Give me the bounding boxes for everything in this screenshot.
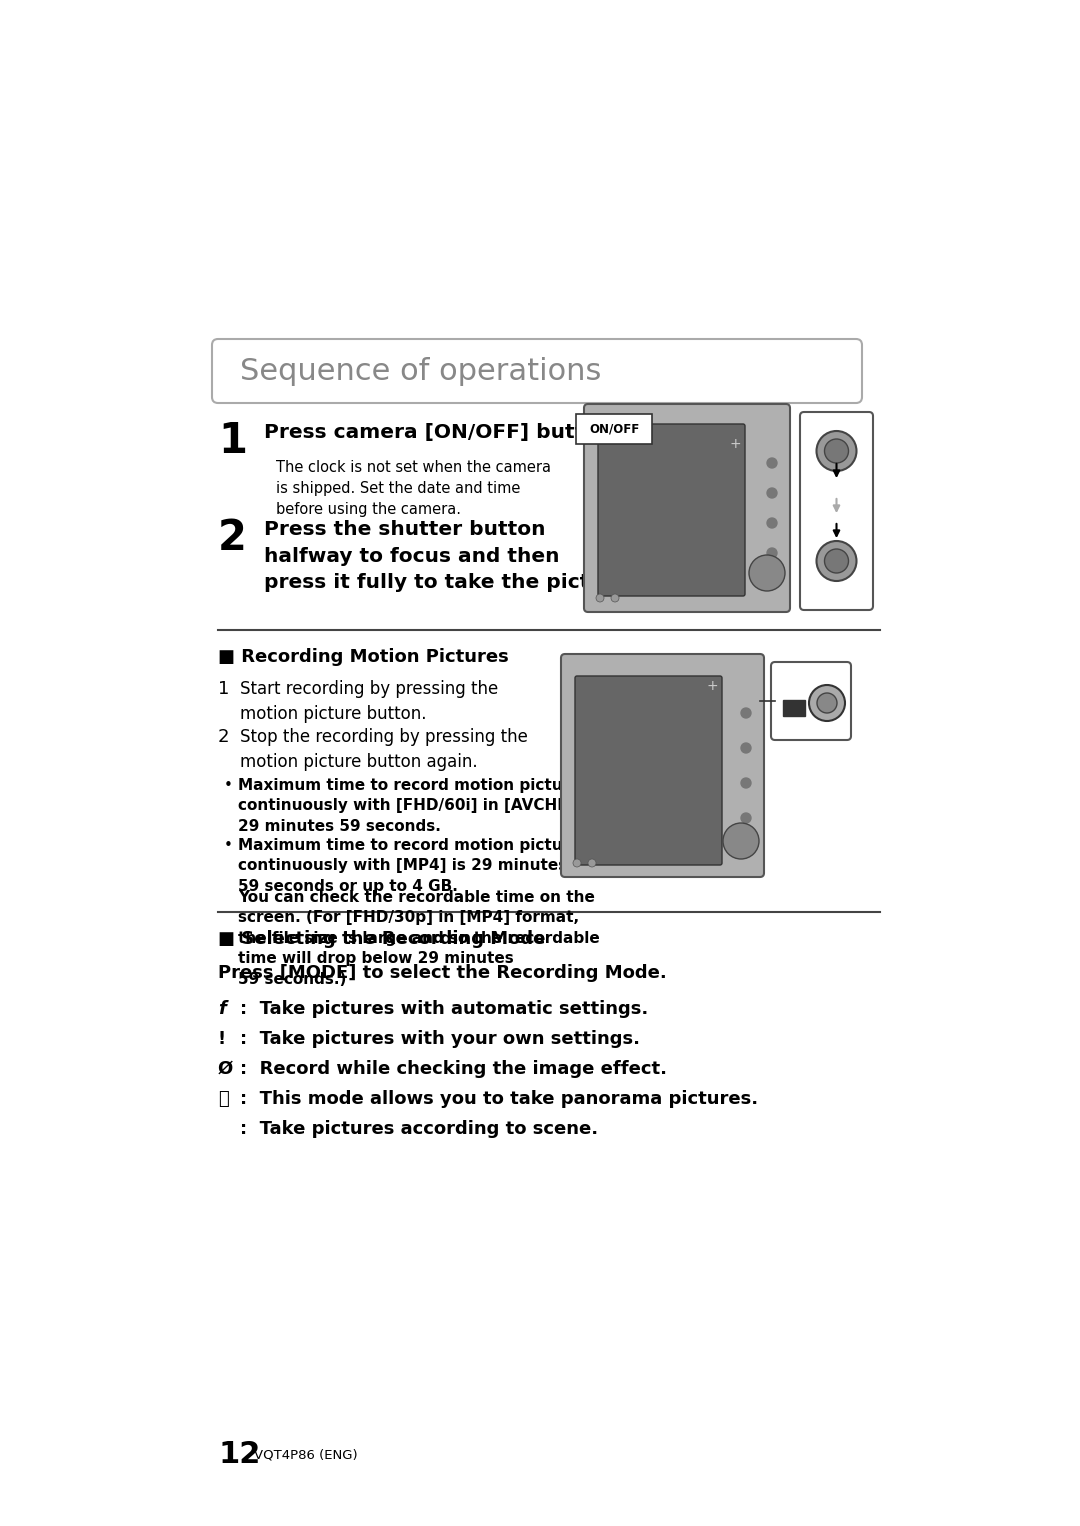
Text: 12: 12	[218, 1441, 260, 1470]
Text: f: f	[218, 1000, 226, 1018]
Circle shape	[611, 594, 619, 601]
Circle shape	[809, 685, 845, 720]
FancyBboxPatch shape	[771, 662, 851, 740]
FancyBboxPatch shape	[584, 404, 789, 612]
Circle shape	[816, 430, 856, 472]
Text: Maximum time to record motion pictures
continuously with [MP4] is 29 minutes
59 : Maximum time to record motion pictures c…	[238, 838, 590, 894]
Text: Sequence of operations: Sequence of operations	[240, 357, 602, 386]
Circle shape	[573, 859, 581, 867]
Bar	[783, 700, 805, 716]
Circle shape	[824, 549, 849, 572]
Circle shape	[767, 488, 777, 497]
Text: :  Take pictures with automatic settings.: : Take pictures with automatic settings.	[240, 1000, 648, 1018]
Text: :  This mode allows you to take panorama pictures.: : This mode allows you to take panorama …	[240, 1090, 758, 1108]
Text: 2: 2	[218, 728, 229, 746]
Text: Ø: Ø	[218, 1061, 233, 1077]
Text: •: •	[224, 838, 233, 853]
Text: 1: 1	[218, 681, 229, 697]
Circle shape	[767, 517, 777, 528]
Text: 1: 1	[218, 420, 247, 462]
FancyBboxPatch shape	[212, 339, 862, 403]
Text: VQT4P86 (ENG): VQT4P86 (ENG)	[254, 1448, 357, 1460]
Text: ⌗: ⌗	[218, 1090, 229, 1108]
Circle shape	[750, 555, 785, 591]
Text: ■ Recording Motion Pictures: ■ Recording Motion Pictures	[218, 649, 509, 665]
FancyBboxPatch shape	[575, 676, 723, 865]
Circle shape	[723, 823, 759, 859]
Text: Maximum time to record motion pictures
continuously with [FHD/60i] in [AVCHD]
29: Maximum time to record motion pictures c…	[238, 778, 590, 833]
FancyBboxPatch shape	[800, 412, 873, 610]
Circle shape	[741, 813, 751, 823]
Text: •: •	[224, 778, 233, 794]
Circle shape	[741, 708, 751, 719]
Text: :  Record while checking the image effect.: : Record while checking the image effect…	[240, 1061, 667, 1077]
Text: Press [MODE] to select the Recording Mode.: Press [MODE] to select the Recording Mod…	[218, 964, 666, 983]
Circle shape	[816, 693, 837, 713]
Text: :  Take pictures according to scene.: : Take pictures according to scene.	[240, 1120, 598, 1138]
Circle shape	[824, 439, 849, 462]
Text: :  Take pictures with your own settings.: : Take pictures with your own settings.	[240, 1030, 640, 1048]
Text: !: !	[218, 1030, 226, 1048]
Text: Press camera [ON/OFF] button.: Press camera [ON/OFF] button.	[264, 423, 620, 443]
FancyBboxPatch shape	[598, 424, 745, 597]
Circle shape	[767, 458, 777, 468]
Text: Start recording by pressing the
motion picture button.: Start recording by pressing the motion p…	[240, 681, 498, 723]
Circle shape	[588, 859, 596, 867]
Text: You can check the recordable time on the
screen. (For [FHD/30p] in [MP4] format,: You can check the recordable time on the…	[238, 890, 599, 987]
Text: The clock is not set when the camera
is shipped. Set the date and time
before us: The clock is not set when the camera is …	[276, 459, 551, 517]
Circle shape	[596, 594, 604, 601]
Text: Press the shutter button
halfway to focus and then
press it fully to take the pi: Press the shutter button halfway to focu…	[264, 520, 635, 592]
Circle shape	[816, 542, 856, 581]
Text: ■ Selecting the Recording Mode: ■ Selecting the Recording Mode	[218, 929, 545, 948]
Circle shape	[741, 743, 751, 752]
Text: ON/OFF: ON/OFF	[589, 423, 639, 435]
FancyBboxPatch shape	[576, 414, 652, 444]
Text: +: +	[706, 679, 718, 693]
FancyBboxPatch shape	[561, 655, 764, 877]
Circle shape	[767, 548, 777, 559]
Text: Stop the recording by pressing the
motion picture button again.: Stop the recording by pressing the motio…	[240, 728, 528, 771]
Text: 2: 2	[218, 517, 247, 559]
Circle shape	[741, 778, 751, 787]
Text: +: +	[729, 436, 741, 452]
